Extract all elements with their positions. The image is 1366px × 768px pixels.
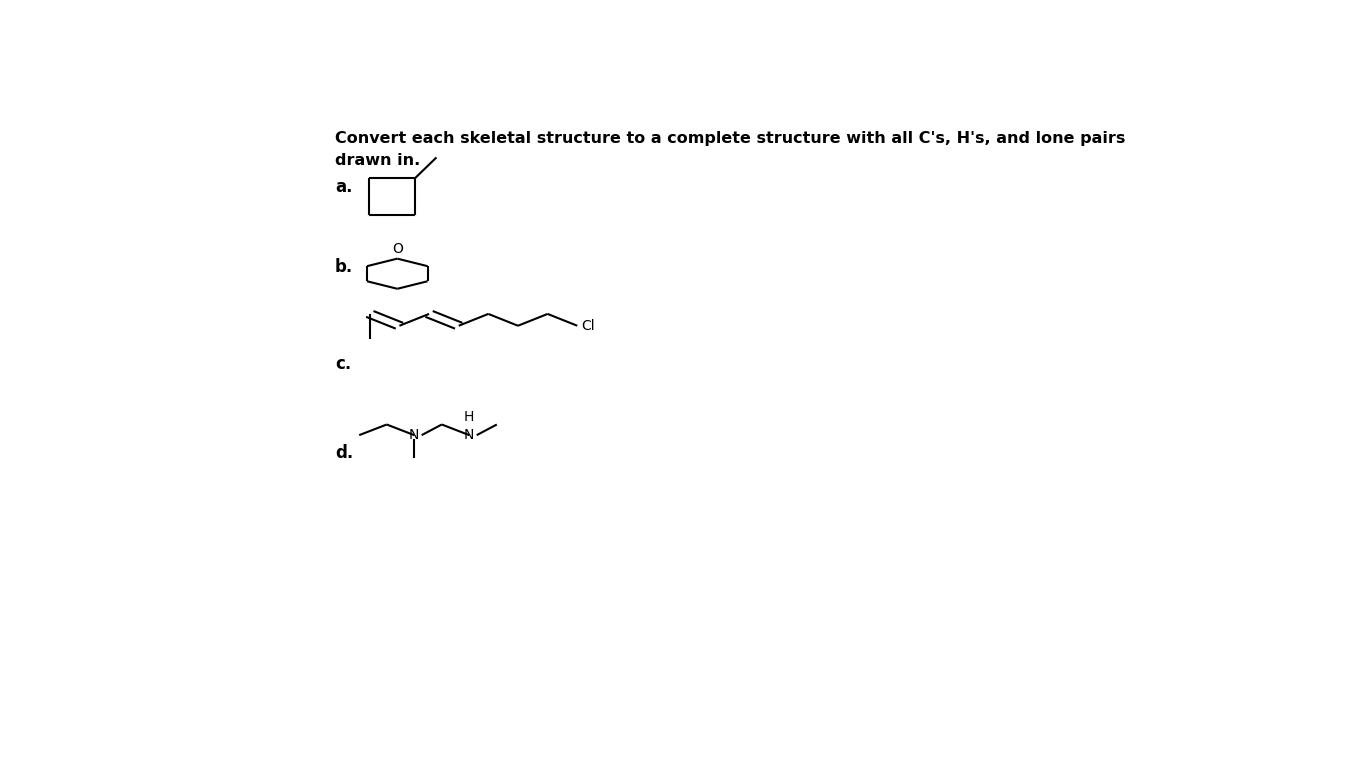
Text: c.: c. (335, 356, 351, 373)
Text: a.: a. (335, 178, 352, 196)
Text: H: H (464, 410, 474, 425)
Text: Convert each skeletal structure to a complete structure with all C's, H's, and l: Convert each skeletal structure to a com… (335, 131, 1126, 167)
Text: d.: d. (335, 444, 352, 462)
Text: N: N (464, 428, 474, 442)
Text: O: O (392, 242, 403, 257)
Text: b.: b. (335, 258, 352, 276)
Text: Cl: Cl (582, 319, 596, 333)
Text: N: N (408, 428, 419, 442)
